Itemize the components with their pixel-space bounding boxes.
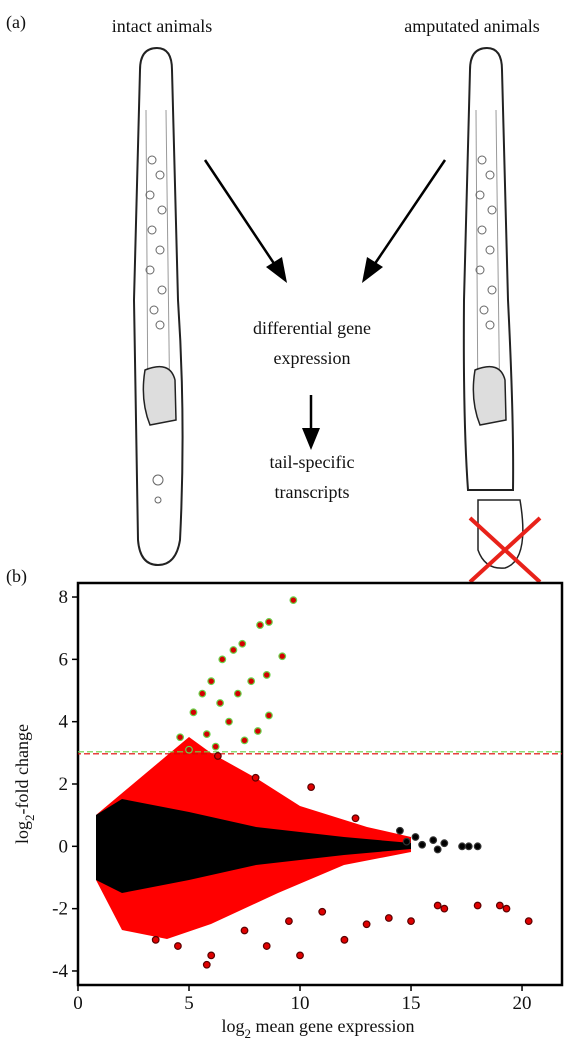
result-text: tail-specific: [270, 452, 355, 472]
x-tick-label: 0: [73, 993, 83, 1014]
point: [256, 621, 264, 629]
point: [289, 596, 298, 605]
point: [216, 699, 224, 707]
point: [296, 951, 304, 960]
point: [429, 836, 438, 844]
point: [502, 904, 511, 913]
y-label-part: -fold change: [12, 724, 32, 814]
x-axis-label: log2 mean gene expression: [222, 1016, 415, 1041]
point: [278, 652, 287, 661]
result-text: transcripts: [275, 482, 350, 502]
point: [473, 842, 482, 851]
point: [307, 783, 316, 792]
y-tick-label: -2: [52, 899, 68, 920]
point: [253, 727, 262, 735]
point: [211, 742, 220, 751]
point: [433, 845, 442, 854]
right-label: amputated animals: [404, 16, 539, 36]
point: [262, 671, 271, 679]
point: [396, 826, 404, 835]
center-text: differential gene: [253, 318, 371, 338]
point: [362, 920, 371, 929]
point: [251, 773, 260, 782]
point: [176, 733, 185, 742]
point: [265, 618, 273, 626]
point: [407, 917, 415, 926]
point: [440, 839, 449, 848]
x-tick-label: 20: [513, 993, 532, 1014]
point: [418, 840, 427, 849]
point: [262, 942, 271, 950]
y-tick-label: 2: [59, 774, 69, 795]
y-tick-label: 0: [59, 836, 69, 857]
point: [265, 711, 273, 720]
x-tick-label: 15: [402, 993, 421, 1014]
point: [213, 752, 222, 760]
point: [411, 833, 420, 841]
point: [185, 745, 193, 754]
point: [495, 901, 504, 910]
density-cloud: [96, 737, 411, 939]
point: [524, 917, 533, 926]
point: [351, 814, 360, 823]
point: [464, 842, 473, 851]
panel-label: (b): [6, 566, 27, 587]
point: [198, 689, 207, 698]
y-tick-label: 6: [59, 649, 69, 670]
point: [318, 907, 327, 916]
point: [402, 837, 411, 846]
point: [433, 901, 442, 910]
point: [458, 842, 466, 851]
point: [229, 646, 238, 654]
point: [202, 730, 211, 739]
point: [233, 689, 242, 698]
y-tick-label: 4: [59, 712, 69, 733]
point: [225, 717, 233, 726]
y-tick-label: -4: [52, 961, 68, 982]
point: [207, 677, 216, 686]
x-label-part: log: [222, 1016, 245, 1036]
y-label-part: log: [12, 821, 32, 844]
amputated-worm: [462, 46, 524, 569]
center-text: expression: [274, 348, 351, 368]
point: [202, 960, 211, 969]
x-label-part: mean gene expression: [251, 1016, 414, 1036]
x-label-sub: 2: [245, 1026, 252, 1041]
point: [340, 935, 349, 944]
point: [238, 639, 247, 648]
panel-label: (a): [6, 12, 26, 33]
x-tick-label: 10: [291, 993, 310, 1014]
point: [247, 677, 256, 686]
point: [384, 914, 393, 922]
point: [174, 942, 182, 950]
point: [207, 951, 216, 960]
y-tick-label: 8: [59, 587, 69, 608]
point: [151, 935, 160, 944]
intact-worm: [132, 46, 184, 567]
x-tick-label: 5: [184, 993, 194, 1014]
y-label-sub: 2: [22, 814, 37, 821]
point: [240, 926, 249, 935]
cross: [468, 516, 542, 584]
point: [440, 904, 449, 913]
point: [218, 655, 227, 664]
point: [189, 708, 198, 717]
arrows: [203, 159, 447, 450]
left-label: intact animals: [112, 16, 212, 36]
y-axis-label: log2-fold change: [12, 724, 37, 844]
point: [473, 901, 482, 910]
point: [285, 917, 293, 926]
point: [240, 736, 249, 745]
